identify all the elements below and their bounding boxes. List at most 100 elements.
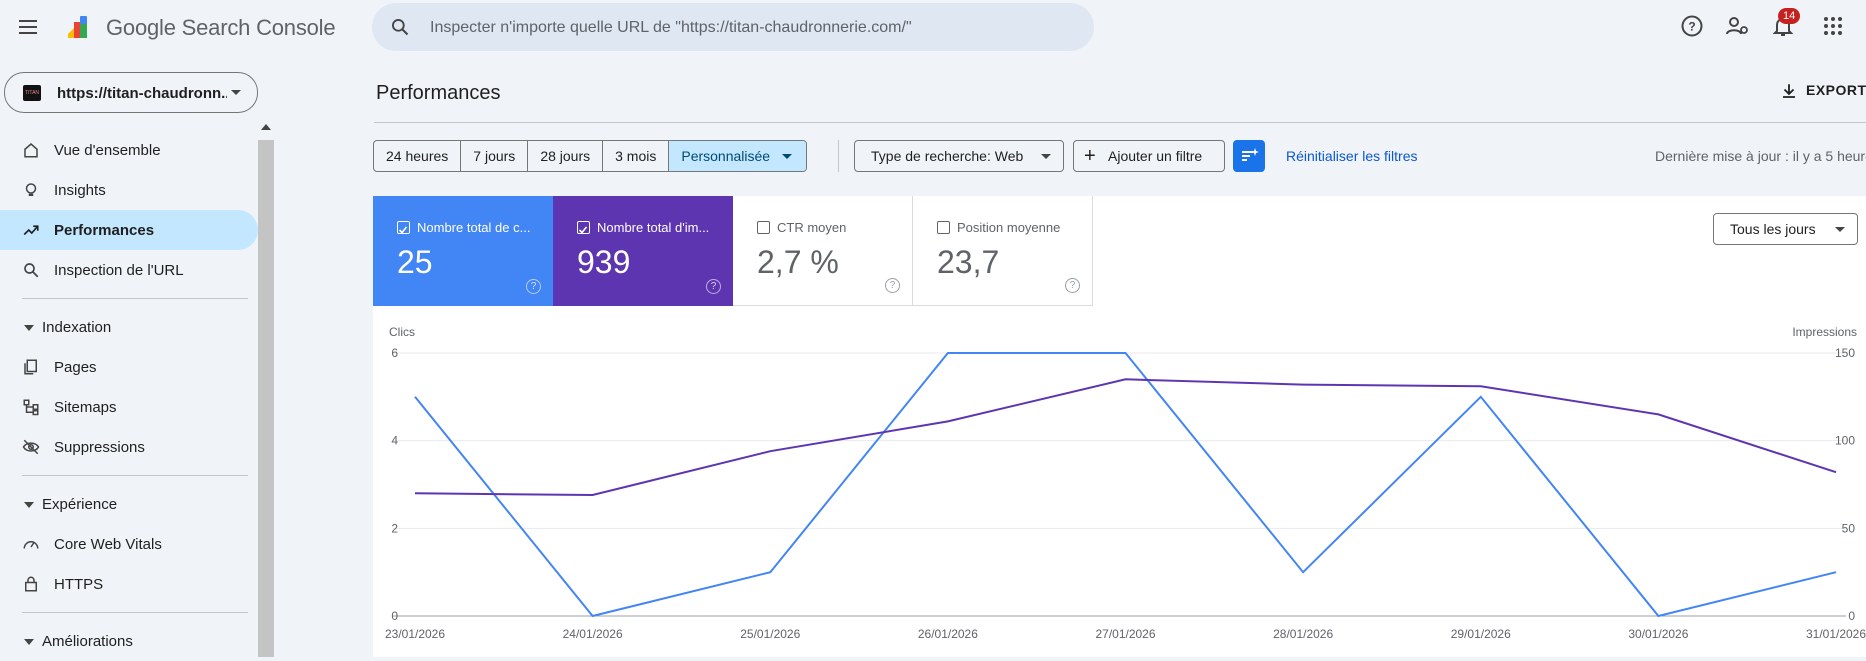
divider [22,475,248,476]
metric-average-ctr[interactable]: CTR moyen 2,7 % ? [733,196,913,306]
checkbox-checked-icon[interactable] [577,221,590,234]
divider [374,122,1866,123]
metric-value: 23,7 [937,244,999,281]
section-enhancements[interactable]: Améliorations [0,621,258,661]
sidebar-item-label: HTTPS [54,576,103,593]
sidebar-item-label: Inspection de l'URL [54,262,184,279]
divider [838,140,839,172]
sidebar-nav: Vue d'ensemble Insights Performances Ins… [0,130,258,661]
scroll-up-arrow-icon[interactable] [261,124,271,130]
metric-value: 939 [577,244,630,281]
add-filter-button[interactable]: + Ajouter un filtre [1073,140,1225,172]
sidebar-item-overview[interactable]: Vue d'ensemble [0,130,258,170]
metric-total-clicks[interactable]: Nombre total de c... 25 ? [373,196,553,306]
range-24h-button[interactable]: 24 heures [374,141,461,171]
series-line-clics [415,353,1836,616]
sidebar-item-url-inspection[interactable]: Inspection de l'URL [0,250,258,290]
x-tick-label: 31/01/2026 [1806,627,1866,641]
range-custom-button[interactable]: Personnalisée [669,141,806,171]
help-icon[interactable]: ? [706,279,721,294]
url-inspect-search[interactable]: Inspecter n'importe quelle URL de "https… [372,3,1094,51]
manage-users-icon[interactable] [1725,14,1749,38]
x-tick-label: 29/01/2026 [1451,627,1511,641]
range-7d-button[interactable]: 7 jours [461,141,528,171]
metric-average-position[interactable]: Position moyenne 23,7 ? [913,196,1093,306]
trending-up-icon [22,221,40,239]
help-icon[interactable]: ? [1065,278,1080,293]
x-tick-label: 30/01/2026 [1628,627,1688,641]
sidebar-item-core-web-vitals[interactable]: Core Web Vitals [0,524,258,564]
left-axis-label: Clics [389,325,415,339]
checkbox-checked-icon[interactable] [397,221,410,234]
days-dropdown[interactable]: Tous les jours [1713,213,1858,245]
property-selector[interactable]: TITAN https://titan-chaudronn... [4,72,258,113]
top-bar: Google Search Console Inspecter n'import… [0,0,1866,56]
y-left-tick-label: 6 [391,346,398,360]
search-type-dropdown[interactable]: Type de recherche: Web [854,140,1064,172]
y-left-tick-label: 4 [391,434,398,448]
y-right-tick-label: 50 [1842,521,1856,535]
hamburger-menu-icon[interactable] [16,16,40,40]
sidebar-item-label: Sitemaps [54,399,117,416]
sidebar-item-label: Performances [54,222,154,239]
section-indexation[interactable]: Indexation [0,307,258,347]
range-3m-button[interactable]: 3 mois [603,141,669,171]
metric-label: Position moyenne [957,220,1060,235]
collapse-arrow-icon [24,502,34,508]
sidebar-item-sitemaps[interactable]: Sitemaps [0,387,258,427]
section-label: Expérience [42,496,117,513]
y-right-tick-label: 150 [1835,346,1855,360]
pages-icon [22,358,40,376]
notification-badge: 14 [1778,8,1800,24]
help-icon[interactable]: ? [885,278,900,293]
apps-grid-icon[interactable] [1821,14,1845,38]
section-experience[interactable]: Expérience [0,484,258,524]
range-28d-button[interactable]: 28 jours [528,141,603,171]
sidebar-item-performances[interactable]: Performances [0,210,258,250]
x-tick-label: 27/01/2026 [1095,627,1155,641]
collapse-arrow-icon [24,325,34,331]
sidebar-item-insights[interactable]: Insights [0,170,258,210]
download-icon[interactable] [1780,82,1798,100]
sidebar-scrollbar[interactable] [258,140,274,657]
sidebar-item-removals[interactable]: Suppressions [0,427,258,467]
lock-icon [22,575,40,593]
last-update-text: Dernière mise à jour : il y a 5 heures [1655,148,1866,164]
divider [22,612,248,613]
right-axis-label: Impressions [1792,325,1857,339]
x-tick-label: 25/01/2026 [740,627,800,641]
sidebar-item-https[interactable]: HTTPS [0,564,258,604]
collapse-arrow-icon [24,639,34,645]
sidebar-item-label: Pages [54,359,97,376]
sidebar-item-label: Suppressions [54,439,145,456]
x-tick-label: 28/01/2026 [1273,627,1333,641]
search-console-logo [64,14,92,42]
svg-text:?: ? [1688,20,1695,34]
speed-icon [22,535,40,553]
add-filter-label: Ajouter un filtre [1108,148,1202,164]
help-icon[interactable]: ? [526,279,541,294]
chevron-down-icon [231,90,241,95]
export-button[interactable]: EXPORTER [1806,82,1866,98]
y-right-tick-label: 0 [1848,609,1855,623]
sidebar-item-label: Vue d'ensemble [54,142,161,159]
metric-label: Nombre total de c... [417,220,530,235]
divider [22,298,248,299]
search-input[interactable]: Inspecter n'importe quelle URL de "https… [430,19,912,37]
sidebar-item-pages[interactable]: Pages [0,347,258,387]
page-title: Performances [376,82,501,105]
metric-total-impressions[interactable]: Nombre total d'im... 939 ? [553,196,733,306]
checkbox-unchecked-icon[interactable] [937,221,950,234]
sidebar-item-label: Insights [54,182,106,199]
metric-label: CTR moyen [777,220,846,235]
x-tick-label: 23/01/2026 [385,627,445,641]
help-icon[interactable]: ? [1680,14,1704,38]
eye-off-icon [22,438,40,456]
search-icon [22,261,40,279]
filter-settings-button[interactable] [1233,140,1265,172]
checkbox-unchecked-icon[interactable] [757,221,770,234]
section-label: Améliorations [42,633,133,650]
site-favicon: TITAN [23,85,41,101]
reset-filters-link[interactable]: Réinitialiser les filtres [1286,148,1417,164]
search-icon [390,17,410,37]
